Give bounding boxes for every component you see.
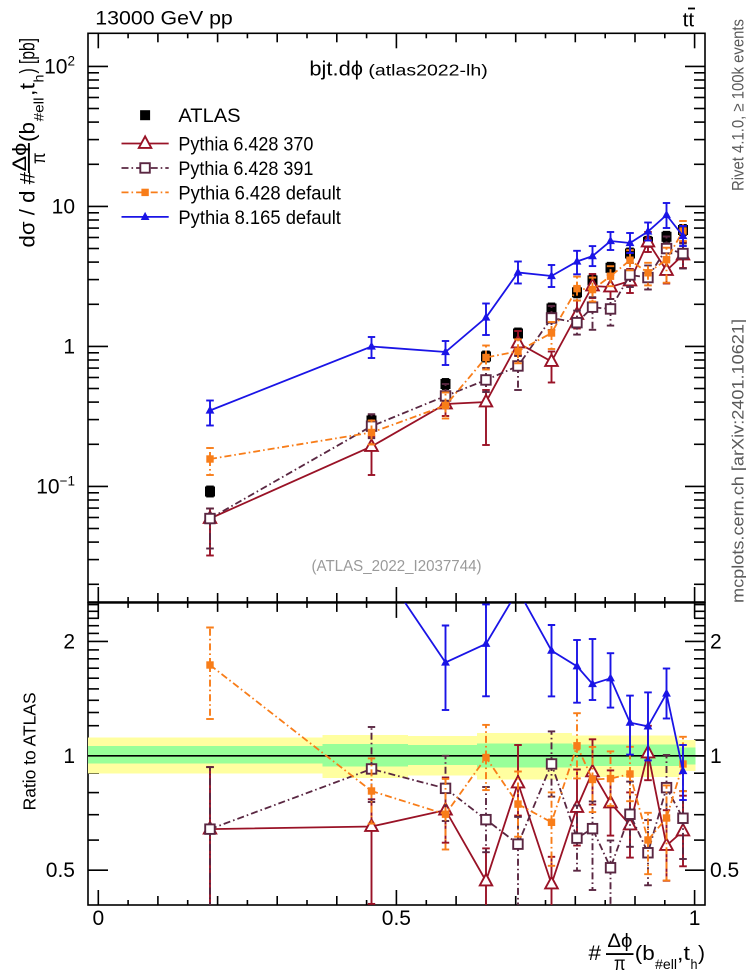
svg-text:Ratio to ATLAS: Ratio to ATLAS bbox=[20, 692, 40, 810]
svg-text:ATLAS: ATLAS bbox=[178, 106, 240, 127]
svg-text:Rivet 4.1.0, ≥ 100k events: Rivet 4.1.0, ≥ 100k events bbox=[730, 19, 746, 191]
svg-text:#ell: #ell bbox=[655, 956, 677, 972]
svg-text:Pythia 6.428 370: Pythia 6.428 370 bbox=[178, 135, 313, 156]
svg-text:1: 1 bbox=[710, 745, 722, 768]
svg-text:1: 1 bbox=[63, 745, 75, 768]
svg-text:0.5: 0.5 bbox=[382, 907, 411, 930]
svg-text:,t: ,t bbox=[16, 83, 39, 96]
svg-text:#: # bbox=[589, 942, 602, 965]
svg-text:0: 0 bbox=[92, 907, 104, 930]
svg-text:h: h bbox=[691, 956, 698, 972]
svg-text:1: 1 bbox=[63, 335, 75, 358]
svg-text:h: h bbox=[30, 75, 46, 83]
svg-text:): ) bbox=[698, 943, 705, 965]
svg-text:(atlas2022-lh): (atlas2022-lh) bbox=[368, 63, 487, 80]
svg-text:bjt.dϕ: bjt.dϕ bbox=[309, 59, 363, 81]
svg-text:) [pb]: ) [pb] bbox=[16, 38, 39, 74]
svg-text:13000 GeV pp: 13000 GeV pp bbox=[95, 9, 233, 30]
svg-text:(b: (b bbox=[635, 943, 655, 965]
svg-text:dσ / d #: dσ / d # bbox=[16, 172, 39, 248]
svg-text:2: 2 bbox=[63, 630, 75, 653]
svg-text:Δϕ: Δϕ bbox=[10, 143, 31, 172]
svg-text:π: π bbox=[29, 153, 50, 165]
svg-text:Pythia 8.165 default: Pythia 8.165 default bbox=[178, 208, 341, 229]
svg-text:,t: ,t bbox=[677, 943, 691, 965]
svg-text:#ell: #ell bbox=[30, 98, 46, 122]
svg-text:Pythia 6.428 default: Pythia 6.428 default bbox=[178, 183, 341, 204]
svg-text:mcplots.cern.ch [arXiv:2401.10: mcplots.cern.ch [arXiv:2401.10621] bbox=[730, 319, 746, 603]
svg-text:1: 1 bbox=[689, 907, 701, 930]
svg-text:0.5: 0.5 bbox=[710, 859, 739, 882]
svg-text:(ATLAS_2022_I2037744): (ATLAS_2022_I2037744) bbox=[312, 558, 482, 575]
svg-text:π: π bbox=[614, 954, 626, 972]
svg-text:0.5: 0.5 bbox=[46, 859, 75, 882]
svg-text:Pythia 6.428 391: Pythia 6.428 391 bbox=[178, 159, 313, 180]
svg-text:2: 2 bbox=[710, 630, 722, 653]
svg-text:Δϕ: Δϕ bbox=[607, 931, 632, 952]
svg-text:10: 10 bbox=[52, 195, 75, 218]
svg-text:(b: (b bbox=[16, 122, 39, 142]
svg-text:tt: tt bbox=[683, 10, 695, 32]
